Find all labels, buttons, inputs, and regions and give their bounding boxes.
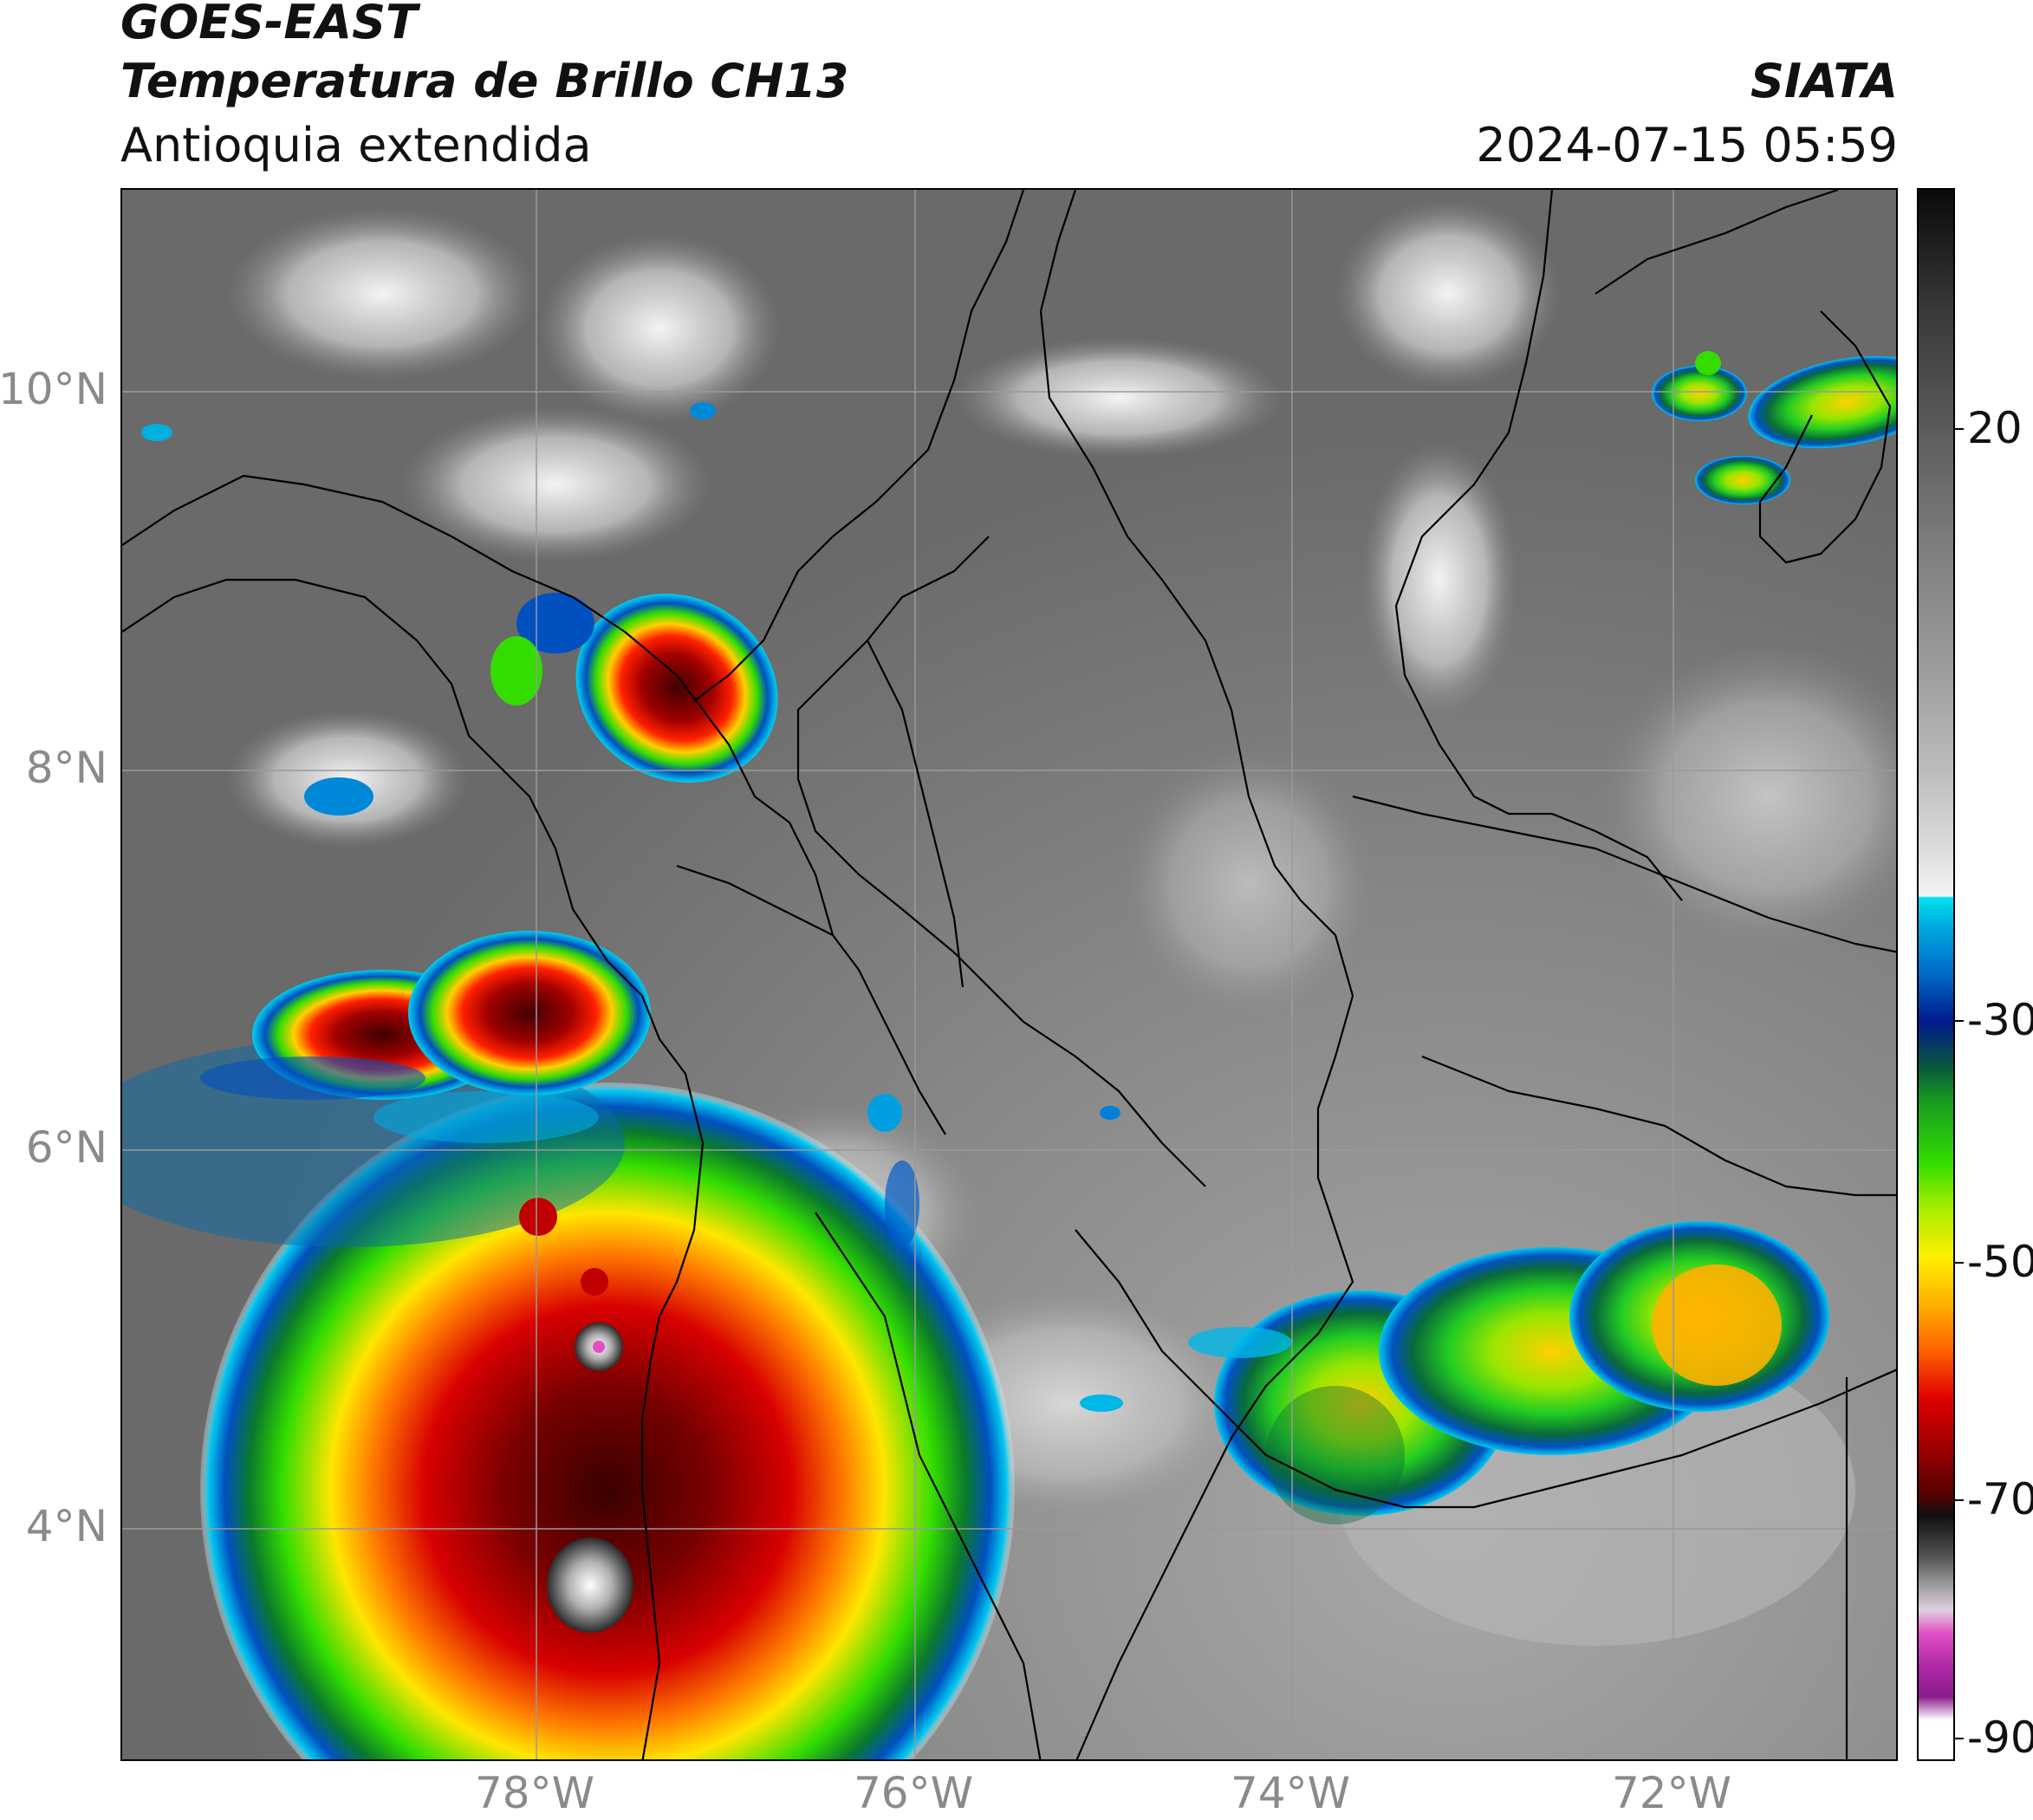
venezuela-border	[1394, 190, 1683, 901]
colorbar-tick-minus30	[1953, 1020, 1964, 1022]
dept-border-2	[1039, 190, 1302, 901]
overshooting-top-south	[547, 1537, 633, 1633]
inner-border-a	[867, 640, 965, 988]
dept-border-5	[1421, 1055, 1896, 1197]
guajira-coast	[1595, 190, 1839, 295]
colorbar-tick-minus50	[1953, 1262, 1964, 1264]
maracaibo-lake	[1758, 310, 1892, 564]
satellite-map	[120, 188, 1898, 1761]
borders	[122, 190, 1896, 1759]
panama-coast	[122, 474, 946, 1135]
agency-label: SIATA	[1750, 54, 1898, 108]
datetime-label: 2024-07-15 05:59	[1476, 118, 1898, 172]
temperature-colorbar	[1917, 188, 1955, 1761]
colorbar-label-minus90: -90	[1967, 1713, 2033, 1763]
choco-coast-storm	[200, 931, 651, 1143]
inner-border-b	[815, 1212, 1042, 1759]
lon-label-78w: 78°W	[474, 1768, 595, 1818]
dept-border-1	[796, 536, 1206, 1187]
eastern-llanos-system	[1188, 1221, 1829, 1524]
product-title: Temperatura de Brillo CH13	[120, 54, 849, 108]
region-subtitle: Antioquia extendida	[120, 118, 592, 172]
lon-label-76w: 76°W	[853, 1768, 974, 1818]
satellite-name: GOES-EAST	[120, 0, 418, 49]
small-cells	[141, 402, 1123, 1412]
colorbar-tick-20	[1953, 428, 1964, 430]
lat-label-4n: 4°N	[25, 1501, 107, 1551]
venezuela-guajira-storm	[1652, 351, 1896, 504]
colorbar-tick-minus90	[1953, 1738, 1964, 1739]
inner-border-c	[676, 864, 834, 936]
caribbean-coast	[693, 190, 1025, 702]
dept-border-4	[1352, 795, 1896, 953]
lon-label-74w: 74°W	[1230, 1768, 1351, 1818]
dept-border-3	[1075, 900, 1354, 1759]
lat-label-10n: 10°N	[0, 364, 107, 414]
colorbar-label-minus50: -50	[1967, 1237, 2033, 1287]
panama-south-coast	[122, 578, 705, 1759]
colorbar-label-minus30: -30	[1967, 995, 2033, 1045]
map-canvas	[122, 190, 1896, 1759]
colorbar-tick-minus70	[1953, 1499, 1964, 1501]
colorbar-label-20: 20	[1967, 403, 2023, 453]
magenta-coldest-point	[593, 1341, 605, 1353]
lat-label-6n: 6°N	[25, 1122, 107, 1173]
meta-border	[1075, 1229, 1896, 1509]
lat-label-8n: 8°N	[25, 743, 107, 793]
graticule	[122, 190, 1896, 1759]
northwest-panama-storm	[304, 593, 778, 816]
lon-label-72w: 72°W	[1611, 1768, 1732, 1818]
colorbar-label-minus70: -70	[1967, 1474, 2033, 1524]
